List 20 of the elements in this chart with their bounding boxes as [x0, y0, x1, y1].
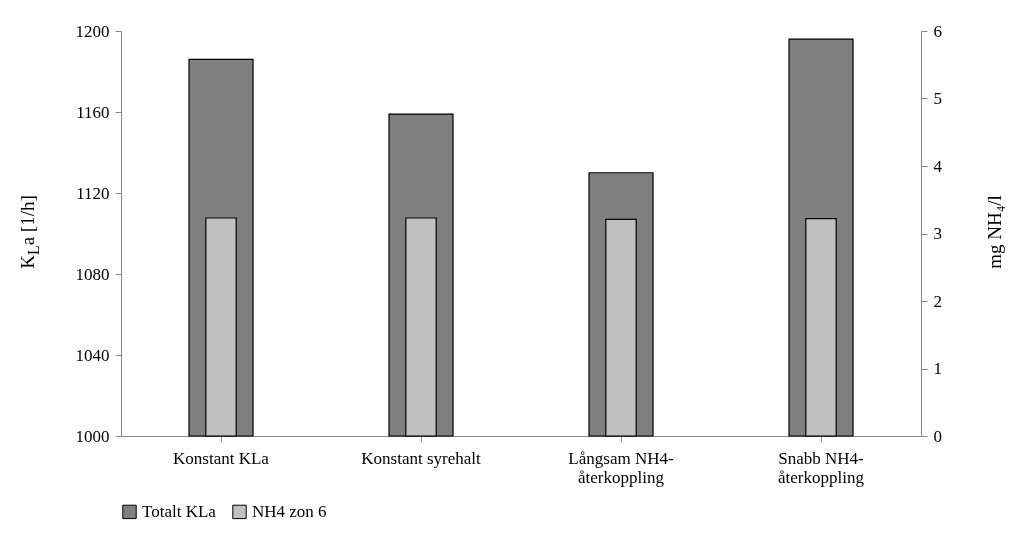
y2-tick-label: 6 — [933, 21, 942, 41]
y-tick-label: 1200 — [75, 21, 110, 41]
y2-tick-label: 3 — [933, 224, 942, 243]
y-tick-label: 1080 — [75, 264, 110, 284]
x-tick-label: Långsam NH4-återkoppling — [568, 448, 674, 487]
y2-tick-label: 2 — [933, 291, 942, 311]
y-tick-label: 1000 — [75, 426, 110, 446]
y-tick-label: 1040 — [75, 345, 110, 365]
legend-label: Totalt KLa — [142, 501, 217, 521]
y-tick-label: 1160 — [76, 102, 110, 122]
y2-tick-label: 4 — [933, 156, 943, 176]
y2-tick-label: 0 — [933, 426, 942, 446]
y2-axis-title: mg NH₄/l — [984, 195, 1006, 269]
legend-label: NH4 zon 6 — [252, 501, 327, 521]
x-tick-label: Konstant KLa — [173, 448, 270, 468]
y2-tick-label: 1 — [933, 359, 942, 378]
x-tick-label: Konstant syrehalt — [361, 448, 481, 468]
y2-tick-label: 5 — [933, 89, 942, 108]
x-tick-label: Snabb NH4-återkoppling — [778, 448, 865, 487]
y-tick-label: 1120 — [76, 183, 110, 203]
